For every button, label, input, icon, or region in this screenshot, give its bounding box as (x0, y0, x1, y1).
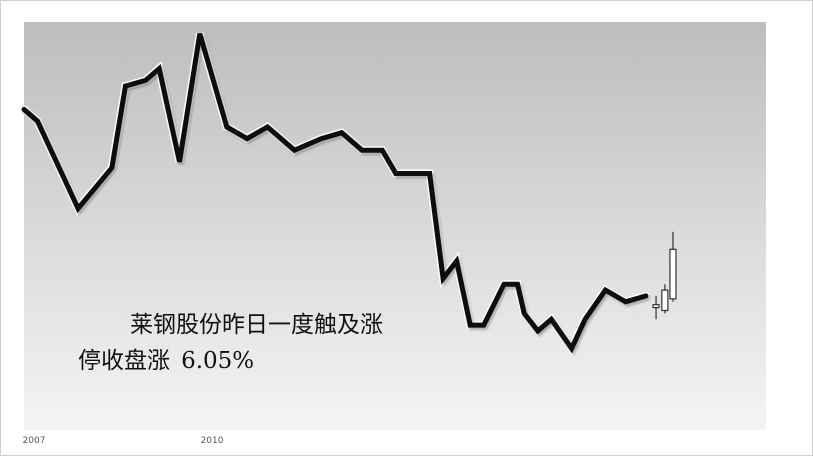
headline-line-2-prefix: 停收盘涨 (78, 348, 170, 374)
price-line (21, 33, 649, 354)
candle-body (661, 289, 669, 312)
headline-line-2: 停收盘涨 6.05% (78, 348, 254, 374)
candle-body (652, 304, 660, 309)
x-axis-ticks: 2007 2010 (23, 436, 224, 446)
plot-background (24, 22, 766, 430)
plot-area (20, 32, 677, 357)
candle-body (669, 248, 677, 300)
candlestick (652, 295, 660, 320)
headline-line-2-value: 6.05% (181, 348, 254, 374)
x-tick-label: 2010 (201, 436, 224, 446)
headline-line-1: 莱钢股份昨日一度触及涨 (130, 312, 383, 338)
candlestick (661, 284, 669, 314)
candlestick (669, 231, 677, 302)
x-tick-label: 2007 (23, 436, 46, 446)
